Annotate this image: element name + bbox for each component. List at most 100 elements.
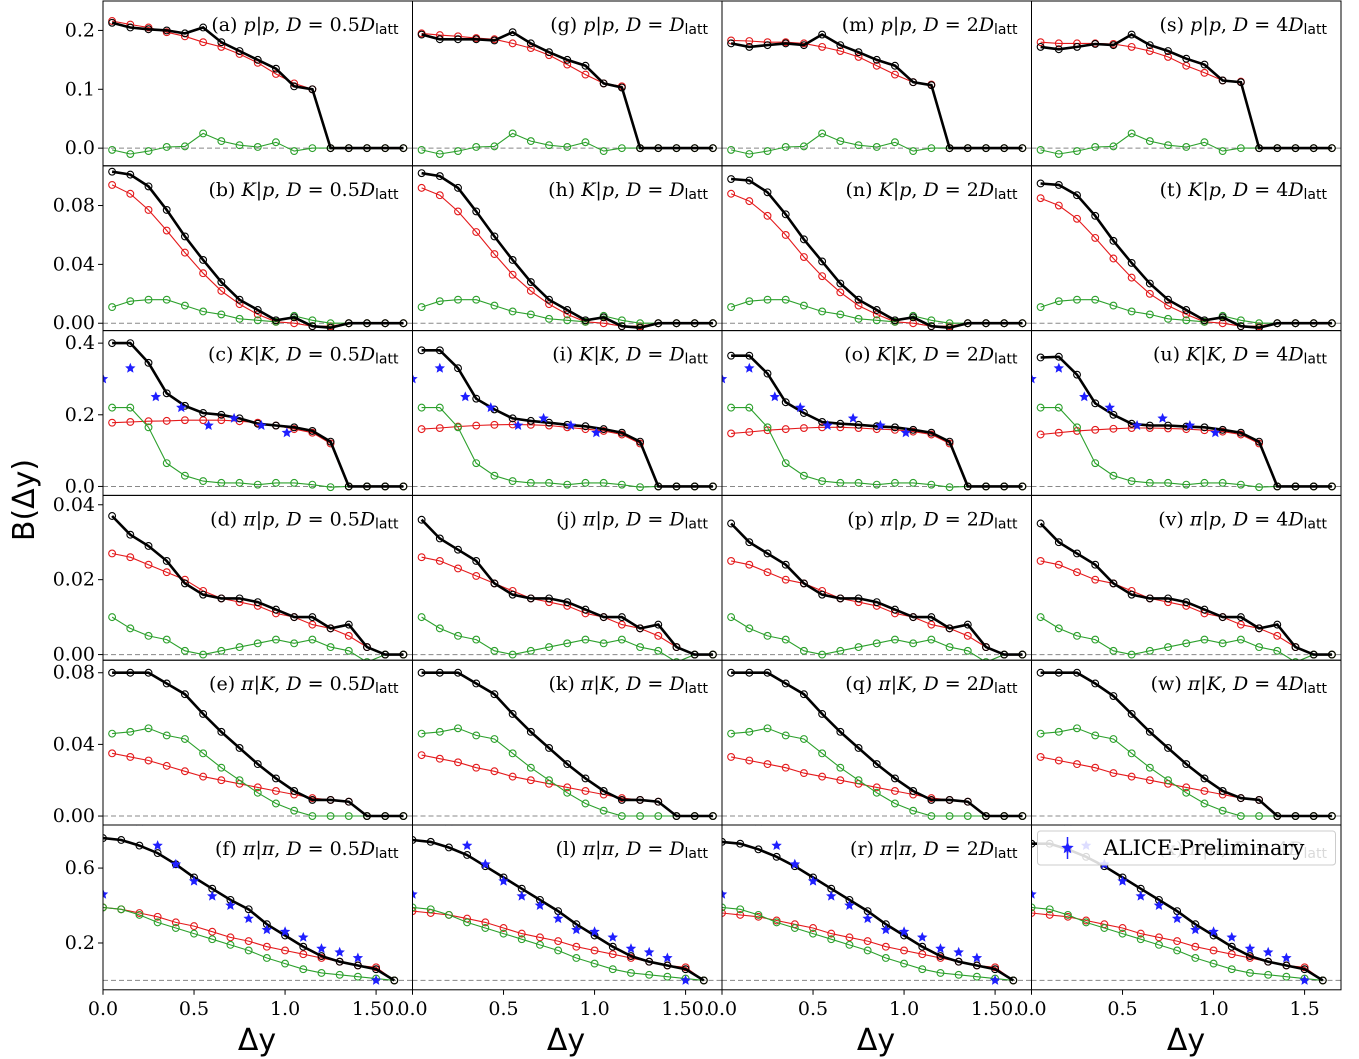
series-green-point: [217, 137, 226, 146]
series-green-point: [526, 478, 535, 487]
panel-title-part: latt: [685, 352, 709, 368]
series-green-point: [417, 303, 426, 312]
series-total-point: [736, 839, 745, 848]
series-red-point: [763, 211, 772, 220]
series-total-point: [545, 594, 553, 603]
series-total-point: [854, 420, 863, 429]
series-total-point: [636, 795, 645, 804]
series-total-point: [681, 965, 690, 974]
panel-title-part: p: [262, 508, 274, 530]
series-green-line: [111, 616, 404, 661]
series-green-point: [299, 965, 308, 974]
panel-title-part: (g): [550, 14, 583, 36]
panel-title-part: π: [242, 838, 256, 860]
series-total-point: [317, 952, 326, 961]
panel-title-part: |: [595, 179, 601, 201]
series-total-point: [1236, 794, 1245, 803]
series-total-point: [308, 85, 317, 94]
series-total-point: [253, 760, 262, 769]
panel-title-part: = 4: [1248, 673, 1288, 695]
series-total-point: [1091, 399, 1100, 408]
series-red-point: [417, 751, 426, 760]
alice-star: [152, 840, 163, 850]
series-green-line: [1040, 407, 1332, 488]
series-green-point: [290, 478, 299, 487]
series-green-point: [454, 724, 462, 733]
series-red-point: [781, 425, 790, 434]
alice-star: [207, 890, 218, 901]
alice-preliminary-points: [412, 362, 602, 438]
series-total-point: [1273, 620, 1282, 629]
panel-title-part: (m): [842, 14, 881, 36]
series-total-point: [818, 418, 827, 426]
series-green-point: [781, 295, 790, 304]
series-green-point: [854, 314, 863, 323]
panel-title-part: p: [899, 14, 911, 36]
series-green-point: [162, 635, 171, 644]
series-green-point: [144, 631, 153, 640]
series-total-line: [111, 21, 404, 150]
series-total-point: [272, 316, 280, 325]
panel-e: (e) π|K, D = 0.5Dlatt 0.00 0.04 0.08: [53, 659, 413, 827]
series-green-point: [608, 965, 617, 974]
panel-title-part: ,: [1221, 14, 1233, 36]
panel-h: (h) K|p, D = Dlatt: [412, 165, 723, 332]
series-total-point: [1255, 323, 1264, 331]
series-green-point: [1109, 646, 1118, 655]
alice-star: [1064, 825, 1072, 826]
plot-area: [1036, 30, 1336, 158]
panel-title-part: ,: [911, 344, 923, 366]
series-total-point: [1273, 482, 1282, 491]
series-green-point: [417, 145, 426, 154]
series-total-point: [1291, 643, 1300, 652]
series-green-point: [435, 150, 444, 158]
series-red-point: [881, 942, 890, 951]
series-red-point: [891, 70, 899, 79]
panel-title-part: ,: [614, 508, 626, 530]
series-total-point: [108, 668, 117, 677]
series-total-point: [290, 82, 299, 91]
series-red-point: [454, 564, 462, 573]
series-green-point: [317, 968, 326, 977]
panel-title-part: π: [1187, 673, 1201, 695]
series-green-point: [1127, 129, 1136, 138]
series-green-point: [836, 478, 845, 487]
panel-title: (a) p|p, D = 0.5Dlatt: [211, 14, 399, 38]
series-total-point: [508, 709, 517, 718]
panel-title-part: ,: [614, 838, 626, 860]
series-green-point: [781, 143, 790, 151]
series-green-point: [563, 480, 572, 489]
series-red-point: [435, 191, 444, 200]
panel-title-part: =: [641, 673, 669, 695]
panel-title-part: = 2: [939, 344, 979, 366]
series-green-point: [1031, 903, 1036, 912]
series-red-line: [412, 910, 705, 981]
series-total-point: [945, 624, 954, 633]
series-green-point: [103, 903, 107, 912]
series-total-point: [891, 423, 899, 432]
series-green-point: [162, 459, 171, 468]
series-total-line: [421, 171, 713, 330]
series-total-point: [344, 620, 353, 629]
series-total-point: [1164, 47, 1172, 55]
alice-star: [279, 926, 291, 937]
series-total-point: [1218, 787, 1227, 795]
series-green-point: [909, 806, 918, 815]
series-red-point: [1127, 42, 1136, 51]
series-total-point: [153, 849, 162, 858]
series-red-point: [226, 933, 235, 942]
series-total-point: [599, 613, 608, 622]
series-green-point: [363, 658, 371, 661]
alice-star: [989, 974, 1001, 985]
series-red-point: [144, 205, 153, 214]
series-total-point: [1073, 191, 1081, 200]
series-total-point: [1109, 692, 1118, 700]
series-total-line: [421, 30, 713, 150]
series-green-point: [253, 639, 262, 648]
series-green-point: [1127, 477, 1136, 486]
panel-title-part: latt: [994, 352, 1018, 368]
panel-p: (p) π|p, D = 2Dlatt: [721, 494, 1032, 661]
panel-k: (k) π|K, D = Dlatt: [412, 659, 723, 826]
series-total-point: [1091, 40, 1100, 48]
alice-star: [1299, 974, 1310, 985]
